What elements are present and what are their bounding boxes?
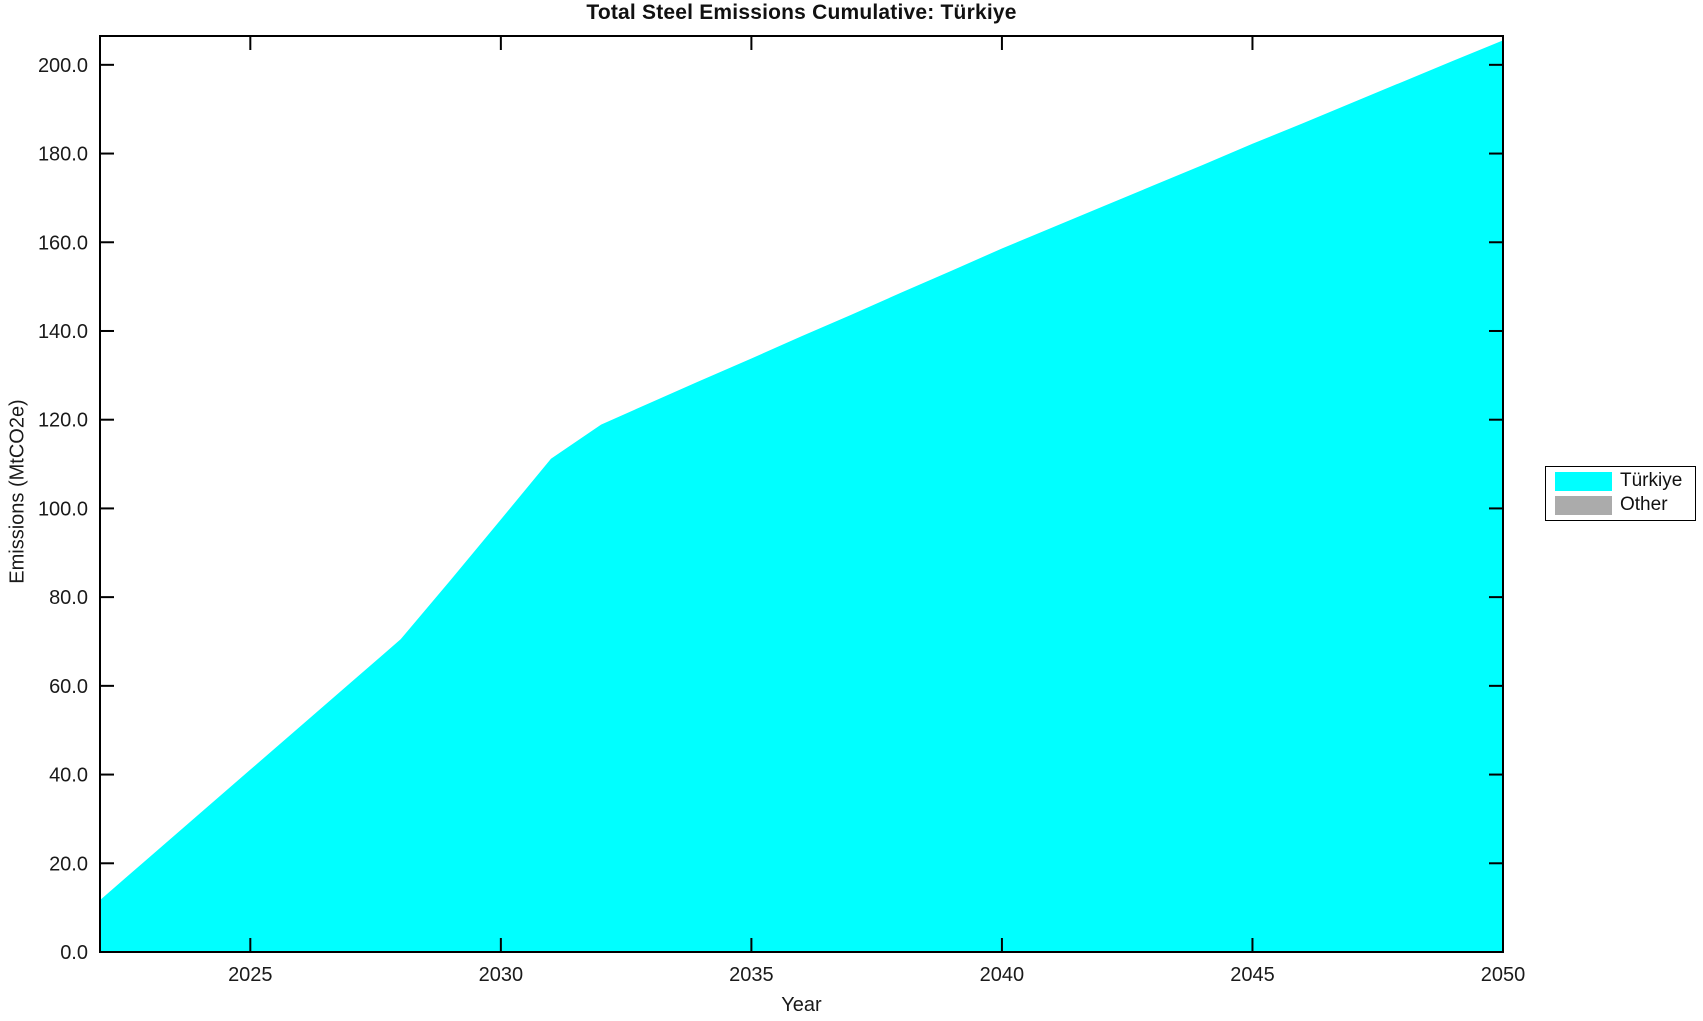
y-tick-label: 200.0: [38, 55, 88, 77]
y-tick-label: 0.0: [60, 942, 88, 964]
y-tick-label: 80.0: [49, 587, 88, 609]
legend-label-other: Other: [1620, 494, 1668, 515]
x-tick-label: 2045: [1230, 964, 1275, 986]
y-tick-label: 40.0: [49, 765, 88, 787]
y-tick-label: 160.0: [38, 232, 88, 254]
y-tick-label: 180.0: [38, 144, 88, 166]
plot-border: [99, 35, 1504, 953]
legend-swatch-turkiye: [1555, 471, 1612, 491]
legend-label-turkiye: Türkiye: [1620, 470, 1683, 491]
x-tick-label: 2035: [729, 964, 774, 986]
y-tick-label: 20.0: [49, 853, 88, 875]
y-tick-label: 140.0: [38, 321, 88, 343]
y-tick-label: 60.0: [49, 676, 88, 698]
y-axis-label: Emissions (MtCO2e): [6, 399, 29, 584]
legend-swatch-other: [1555, 495, 1612, 515]
x-axis-label: Year: [781, 994, 822, 1016]
legend: Türkiye Other: [1545, 466, 1696, 521]
x-tick-label: 2040: [980, 964, 1025, 986]
legend-entry-other: Other: [1555, 495, 1687, 515]
area-series: [100, 40, 1503, 952]
x-tick-label: 2050: [1481, 964, 1526, 986]
x-tick-label: 2025: [228, 964, 273, 986]
x-tick-label: 2030: [479, 964, 524, 986]
y-tick-label: 120.0: [38, 410, 88, 432]
chart-title: Total Steel Emissions Cumulative: Türkiy…: [586, 1, 1017, 24]
y-tick-label: 100.0: [38, 498, 88, 520]
legend-entry-turkiye: Türkiye: [1555, 471, 1687, 491]
